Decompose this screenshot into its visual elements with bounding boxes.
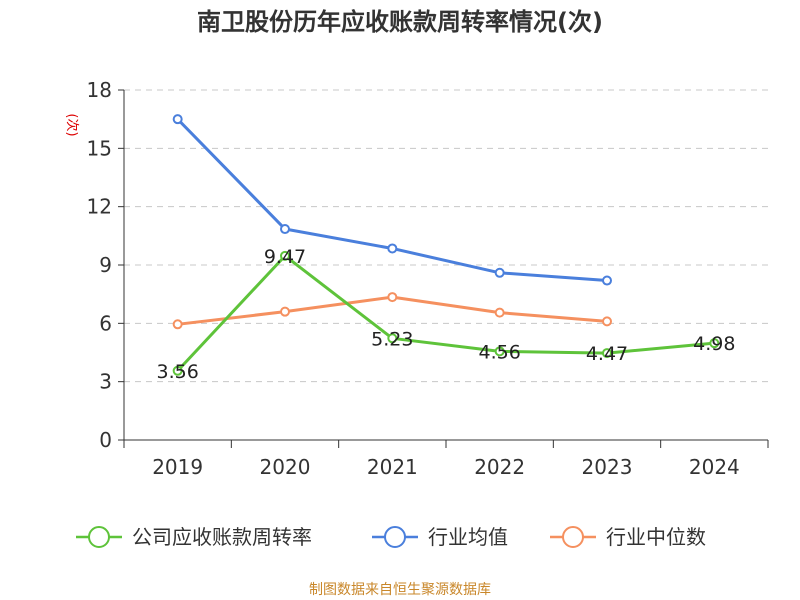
legend-marker <box>88 526 110 548</box>
data-label: 4.56 <box>479 341 521 363</box>
series-line <box>176 118 608 283</box>
data-point <box>172 365 183 376</box>
legend-label: 公司应收账款周转率 <box>132 525 312 549</box>
data-point <box>494 307 505 318</box>
legend-label: 行业中位数 <box>606 525 706 549</box>
y-tick-label: 18 <box>87 78 112 102</box>
data-point <box>387 292 398 303</box>
data-point <box>172 114 183 125</box>
data-point <box>602 348 612 359</box>
data-point <box>387 333 398 344</box>
x-tick-label: 2022 <box>474 455 525 479</box>
legend-marker <box>562 526 584 548</box>
y-tick-label: 6 <box>99 311 112 335</box>
data-point <box>387 243 398 254</box>
data-label: 5.23 <box>371 328 413 350</box>
x-tick-label: 2023 <box>582 455 633 479</box>
legend-item[interactable]: 行业均值 <box>372 525 508 549</box>
data-point <box>494 267 505 278</box>
legend: 公司应收账款周转率 行业均值 行业中位数 <box>76 525 706 549</box>
data-point <box>280 306 290 317</box>
x-tick-label: 2024 <box>689 455 740 479</box>
legend-item[interactable]: 公司应收账款周转率 <box>76 525 312 549</box>
data-point <box>602 316 612 327</box>
x-tick-label: 2020 <box>260 455 311 479</box>
data-point <box>280 224 290 235</box>
series-layer <box>172 114 720 376</box>
chart-title: 南卫股份历年应收账款周转率情况(次) <box>197 8 603 36</box>
y-axis-label: (次) <box>64 113 80 136</box>
y-tick-label: 15 <box>87 136 112 160</box>
legend-label: 行业均值 <box>428 525 508 549</box>
data-point <box>494 346 505 357</box>
data-point <box>709 338 720 349</box>
y-tick-label: 12 <box>87 195 112 219</box>
source-note: 制图数据来自恒生聚源数据库 <box>309 582 491 598</box>
data-point <box>172 319 183 330</box>
data-point <box>602 275 612 286</box>
y-tick-label: 9 <box>99 253 112 277</box>
data-label: 4.47 <box>586 343 628 365</box>
data-label: 9.47 <box>264 246 306 268</box>
data-point <box>280 250 290 261</box>
axes: 0 3 6 9 12 15 18 2019 2020 2021 2022 2023 2024 <box>87 78 769 479</box>
grid-lines <box>124 89 768 383</box>
data-label: 3.56 <box>157 361 199 383</box>
y-tick-label: 0 <box>99 428 112 452</box>
y-tick-label: 3 <box>99 370 112 394</box>
x-tick-label: 2021 <box>367 455 418 479</box>
legend-marker <box>384 526 406 548</box>
data-label: 4.98 <box>693 333 735 355</box>
x-tick-label: 2019 <box>152 455 203 479</box>
series-line <box>176 254 715 372</box>
legend-item[interactable]: 行业中位数 <box>550 525 706 549</box>
data-labels: 3.56 9.47 5.23 4.56 4.47 4.98 <box>157 246 736 383</box>
